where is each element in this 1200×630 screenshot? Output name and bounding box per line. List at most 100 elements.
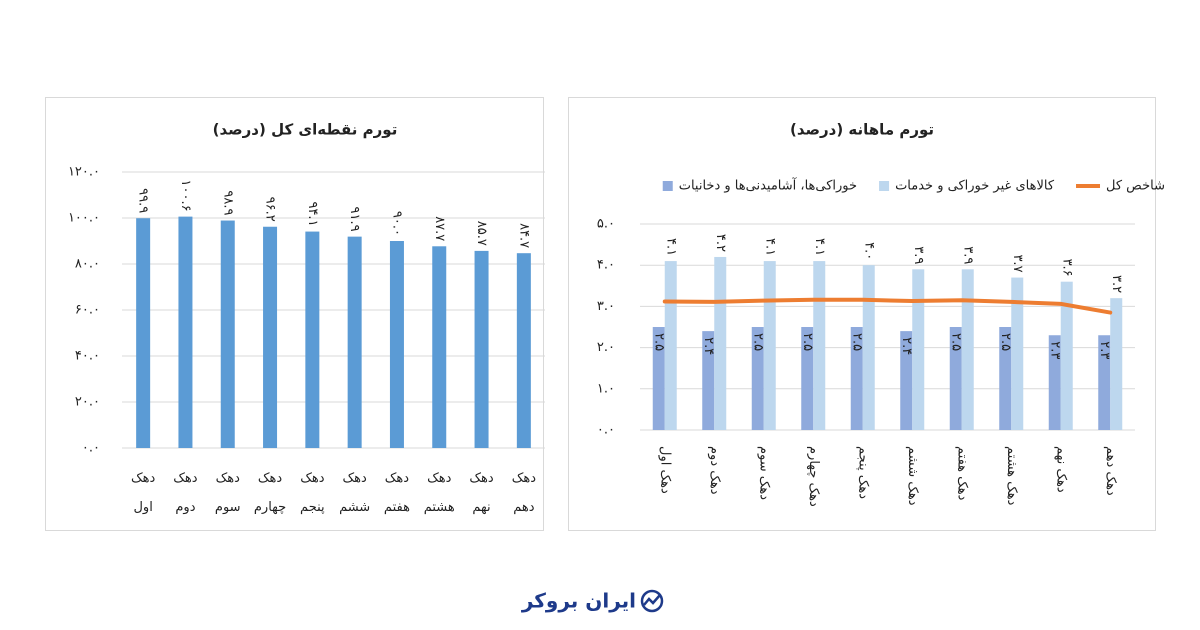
bar [900, 331, 913, 430]
bar [1110, 298, 1123, 430]
x-tick-label: دهک پنجم [300, 471, 325, 515]
value-label: ۸۷.۷ [432, 216, 447, 241]
y-tick-label: ۴.۰ [597, 258, 615, 273]
y-tick-label: ۰.۰ [82, 441, 100, 456]
y-tick-label: ۱.۰ [597, 381, 615, 396]
value-label: ۴.۱ [812, 238, 827, 256]
value-label: ۲.۵ [800, 333, 815, 351]
y-tick-label: ۴۰.۰ [75, 349, 100, 364]
x-tick-label: دهک هفتم [383, 471, 410, 515]
bar [389, 241, 404, 448]
bar [136, 218, 151, 448]
value-label: ۳.۲ [1109, 275, 1124, 293]
value-label: ۲.۳ [1097, 341, 1112, 359]
bar [220, 220, 235, 448]
legend-swatch [662, 181, 673, 191]
x-tick-label: دهک پنجم [855, 446, 870, 499]
y-tick-label: ۳.۰ [597, 299, 615, 314]
y-tick-label: ۱۲۰.۰ [68, 165, 100, 180]
x-tick-label: دهک چهارم [253, 471, 287, 515]
y-tick-label: ۲.۰ [597, 340, 615, 355]
bar [813, 261, 826, 430]
bar [652, 327, 665, 430]
legend-swatch [879, 181, 890, 191]
value-label: ۴.۱ [663, 238, 678, 256]
x-tick-label: دهک هشتم [423, 471, 455, 515]
chart-title: تورم نقطه‌ای کل (درصد) [213, 121, 398, 139]
chart-title: تورم ماهانه (درصد) [790, 121, 934, 139]
logo-text: ایران بروکر [521, 589, 636, 613]
y-tick-label: ۸۰.۰ [75, 257, 100, 272]
bar [912, 269, 925, 430]
x-tick-label: دهک هفتم [954, 446, 969, 501]
y-tick-label: ۶۰.۰ [75, 303, 100, 318]
bar [1011, 277, 1024, 430]
value-label: ۹۸.۹ [220, 190, 235, 215]
bar [763, 261, 776, 430]
y-tick-label: ۰.۰ [597, 423, 615, 438]
x-tick-label: دهک دوم [173, 471, 198, 515]
x-tick-label: دهک هشتم [1004, 446, 1019, 506]
value-label: ۲.۵ [948, 333, 963, 351]
x-tick-label: دهک ششم [339, 471, 371, 515]
bar [801, 327, 814, 430]
value-label: ۲.۵ [651, 333, 666, 351]
value-label: ۹۱.۹ [347, 207, 362, 232]
value-label: ۴.۰ [861, 242, 876, 260]
value-label: ۳.۷ [1010, 254, 1025, 272]
value-label: ۴.۱ [762, 238, 777, 256]
bar [714, 256, 727, 430]
value-label: ۲.۴ [899, 337, 914, 355]
value-label: ۲.۵ [849, 333, 864, 351]
bar [432, 246, 447, 448]
x-tick-label: دهک دوم [707, 446, 722, 495]
bar [263, 226, 278, 448]
bar [862, 265, 875, 430]
x-tick-label: دهک دهم [1103, 446, 1118, 496]
bar [516, 253, 531, 448]
value-label: ۹۴.۱ [305, 201, 320, 226]
bar [949, 327, 962, 430]
value-label: ۳.۶ [1059, 259, 1074, 277]
bar [999, 327, 1012, 430]
value-label: ۸۴.۷ [516, 223, 531, 248]
logo-icon [640, 589, 664, 613]
bar [702, 331, 715, 430]
value-label: ۲.۳ [1047, 341, 1062, 359]
x-tick-label: دهک سوم [214, 471, 241, 515]
bar [347, 236, 362, 448]
bar [305, 231, 320, 448]
x-tick-label: دهک نهم [469, 471, 494, 515]
x-tick-label: دهک دهم [511, 471, 536, 515]
x-tick-label: دهک چهارم [806, 446, 821, 507]
x-tick-label: دهک اول [131, 471, 156, 515]
bar [664, 261, 677, 430]
value-label: ۳.۹ [960, 246, 975, 264]
bar [178, 216, 193, 448]
value-label: ۹۰.۰ [389, 211, 404, 236]
value-label: ۹۶.۲ [263, 197, 278, 222]
line [662, 297, 1113, 315]
x-tick-label: دهک اول [657, 446, 672, 494]
value-label: ۲.۴ [701, 337, 716, 355]
value-label: ۱۰۰.۶ [178, 180, 193, 212]
legend-label: خوراکی‌ها، آشامیدنی‌ها و دخانیات [679, 177, 857, 194]
value-label: ۳.۹ [911, 246, 926, 264]
bar [474, 250, 489, 448]
bar [961, 269, 974, 430]
bar [751, 327, 764, 430]
y-tick-label: ۲۰.۰ [75, 395, 100, 410]
bar [1098, 335, 1111, 430]
value-label: ۴.۲ [713, 234, 728, 252]
y-tick-label: ۵.۰ [597, 217, 615, 232]
x-tick-label: دهک نهم [1053, 446, 1068, 493]
legend-label: شاخص کل [1106, 179, 1165, 194]
x-tick-label: دهک ششم [905, 446, 920, 506]
bar [850, 327, 863, 430]
value-label: ۲.۵ [750, 333, 765, 351]
bar [1048, 335, 1061, 430]
y-tick-label: ۱۰۰.۰ [68, 211, 100, 226]
x-tick-label: دهک سوم [756, 446, 771, 500]
